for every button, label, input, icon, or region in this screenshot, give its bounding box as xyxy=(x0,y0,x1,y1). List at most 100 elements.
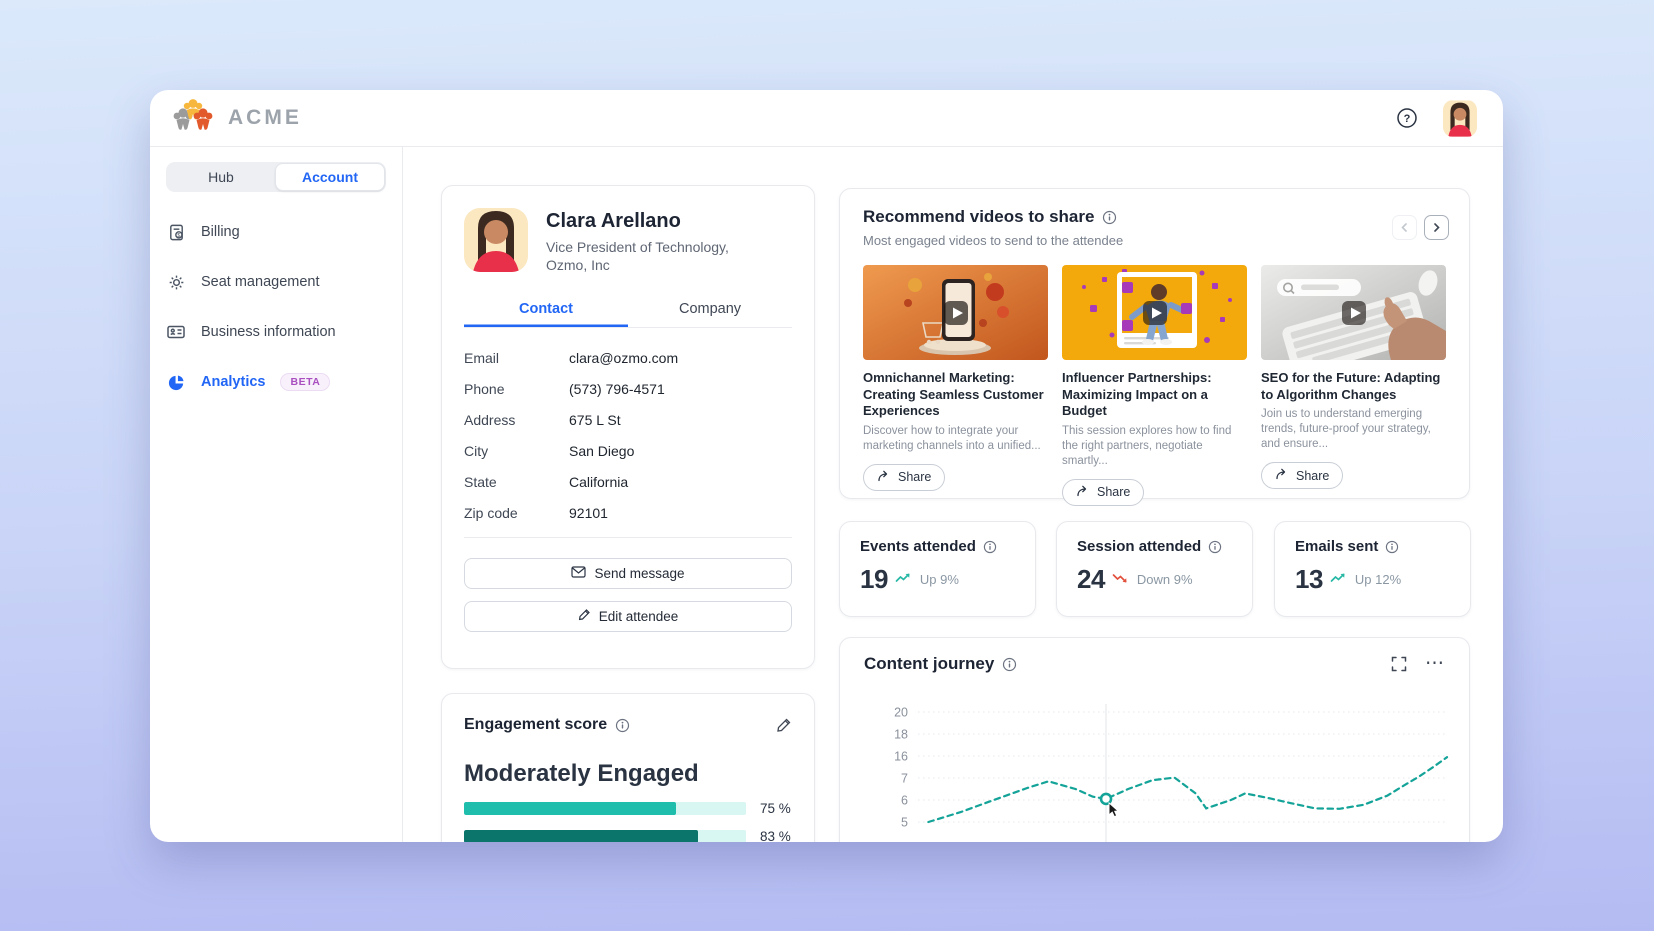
trend-up-icon xyxy=(1330,571,1348,589)
sidebar-item-label: Analytics xyxy=(201,374,266,390)
videos-title: Recommend videos to share xyxy=(863,207,1095,226)
video-card-omnichannel: Omnichannel Marketing: Creating Seamless… xyxy=(863,265,1048,506)
tab-contact[interactable]: Contact xyxy=(464,301,628,327)
share-button[interactable]: Share xyxy=(863,463,946,491)
video-description: Discover how to integrate your marketing… xyxy=(863,424,1041,452)
svg-text:6: 6 xyxy=(901,794,908,808)
svg-text:18: 18 xyxy=(894,728,908,742)
edit-score-pencil-icon[interactable] xyxy=(776,717,792,733)
info-icon[interactable] xyxy=(1002,657,1017,672)
video-thumbnail[interactable] xyxy=(1261,265,1446,360)
id-card-icon xyxy=(166,322,186,342)
svg-text:$: $ xyxy=(177,233,180,239)
video-description: This session explores how to find the ri… xyxy=(1062,424,1232,467)
trend-down-icon xyxy=(1112,571,1130,589)
sidebar-item-analytics[interactable]: Analytics BETA xyxy=(166,370,386,394)
mouse-cursor xyxy=(1108,801,1120,818)
contact-fields: Email clara@ozmo.com Phone (573) 796-457… xyxy=(464,350,792,521)
carousel-prev-button[interactable] xyxy=(1392,215,1417,240)
play-icon xyxy=(1351,307,1361,319)
video-card-influencer: Influencer Partnerships: Maximizing Impa… xyxy=(1062,265,1247,506)
invoice-icon: $ xyxy=(166,222,186,242)
field-email: Email clara@ozmo.com xyxy=(464,349,679,366)
envelope-icon xyxy=(571,566,587,581)
play-icon xyxy=(953,307,963,319)
svg-text:16: 16 xyxy=(894,750,908,764)
info-icon[interactable] xyxy=(615,718,630,733)
send-message-button[interactable]: Send message xyxy=(464,557,792,589)
engagement-bar-83 xyxy=(464,830,699,842)
stat-card-events-attended: Events attended 19 Up 9% xyxy=(839,521,1036,617)
video-title: Omnichannel Marketing: Creating Seamless… xyxy=(863,370,1044,419)
share-icon xyxy=(1076,485,1090,500)
videos-subtitle: Most engaged videos to send to the atten… xyxy=(863,233,1124,248)
pencil-icon xyxy=(578,608,591,624)
attendee-avatar xyxy=(464,208,528,272)
edit-attendee-button[interactable]: Edit attendee xyxy=(464,600,792,632)
help-icon[interactable]: ? xyxy=(1395,106,1419,130)
video-thumbnail[interactable] xyxy=(1062,265,1247,360)
tab-hub[interactable]: Hub xyxy=(167,163,275,191)
sidebar: Hub Account $ Billing xyxy=(150,147,403,842)
svg-text:7: 7 xyxy=(901,772,908,786)
content-journey-chart[interactable]: 20 18 16 7 6 5 xyxy=(864,696,1449,842)
gear-icon xyxy=(166,272,186,292)
trend-up-icon xyxy=(895,571,913,589)
profile-tabs: Contact Company xyxy=(464,301,792,328)
hovered-data-point xyxy=(1099,792,1113,806)
attendee-profile-card: Clara Arellano Vice President of Technol… xyxy=(441,185,815,669)
video-title: SEO for the Future: Adapting to Algorith… xyxy=(1261,370,1441,402)
svg-text:?: ? xyxy=(1404,113,1411,125)
video-thumbnail[interactable] xyxy=(863,265,1048,360)
stat-trend: Down 9% xyxy=(1136,572,1193,587)
info-icon[interactable] xyxy=(1102,210,1117,225)
stat-trend: Up 12% xyxy=(1354,572,1402,587)
info-icon[interactable] xyxy=(1208,540,1222,554)
carousel-next-button[interactable] xyxy=(1424,215,1449,240)
sidebar-item-seat-management[interactable]: Seat management xyxy=(166,270,386,294)
field-address: Address 675 L St xyxy=(464,411,621,428)
field-state: State California xyxy=(464,473,629,490)
sidebar-item-label: Business information xyxy=(201,324,336,340)
info-icon[interactable] xyxy=(1385,540,1399,554)
share-icon xyxy=(1275,468,1289,483)
share-button[interactable]: Share xyxy=(1261,462,1344,490)
sidebar-item-label: Seat management xyxy=(201,274,320,290)
info-icon[interactable] xyxy=(983,540,997,554)
recommended-videos-card: Recommend videos to share Most engaged v… xyxy=(839,188,1470,506)
pie-chart-icon xyxy=(166,372,186,392)
field-zip: Zip code 92101 xyxy=(464,504,608,521)
stat-value: 13 xyxy=(1295,564,1323,594)
attendee-name: Clara Arellano xyxy=(546,210,681,232)
attendee-title: Vice President of Technology, Ozmo, Inc xyxy=(546,239,729,274)
content-journey-title: Content journey xyxy=(864,654,995,673)
sidebar-item-business-information[interactable]: Business information xyxy=(166,320,386,344)
brand: ACME xyxy=(170,98,302,138)
engagement-bar-75 xyxy=(464,802,676,815)
svg-text:5: 5 xyxy=(901,816,908,830)
beta-badge: BETA xyxy=(280,373,331,391)
sidebar-item-label: Billing xyxy=(201,224,240,240)
more-options-icon[interactable]: ⋯ xyxy=(1425,653,1445,674)
stat-value: 24 xyxy=(1077,564,1105,594)
svg-text:20: 20 xyxy=(894,706,908,720)
video-title: Influencer Partnerships: Maximizing Impa… xyxy=(1062,370,1212,419)
field-city: City San Diego xyxy=(464,442,635,459)
stat-card-emails-sent: Emails sent 13 Up 12% xyxy=(1274,521,1471,617)
user-avatar[interactable] xyxy=(1443,99,1477,137)
share-button[interactable]: Share xyxy=(1062,478,1145,506)
share-icon xyxy=(877,470,891,485)
fullscreen-icon[interactable] xyxy=(1391,656,1407,672)
engagement-score-title: Engagement score xyxy=(464,716,608,733)
play-icon xyxy=(1152,307,1162,319)
sidebar-item-billing[interactable]: $ Billing xyxy=(166,220,386,244)
stat-trend: Up 9% xyxy=(919,572,959,587)
stat-card-session-attended: Session attended 24 Down 9% xyxy=(1056,521,1253,617)
tab-account[interactable]: Account xyxy=(275,163,385,191)
app-header: ACME ? xyxy=(150,90,1503,147)
tab-company[interactable]: Company xyxy=(628,301,792,327)
engagement-bar-row: 75 % xyxy=(464,801,792,816)
field-phone: Phone (573) 796-4571 xyxy=(464,380,665,397)
app-window: ACME ? Hub Account xyxy=(150,90,1503,842)
video-card-seo: SEO for the Future: Adapting to Algorith… xyxy=(1261,265,1446,506)
